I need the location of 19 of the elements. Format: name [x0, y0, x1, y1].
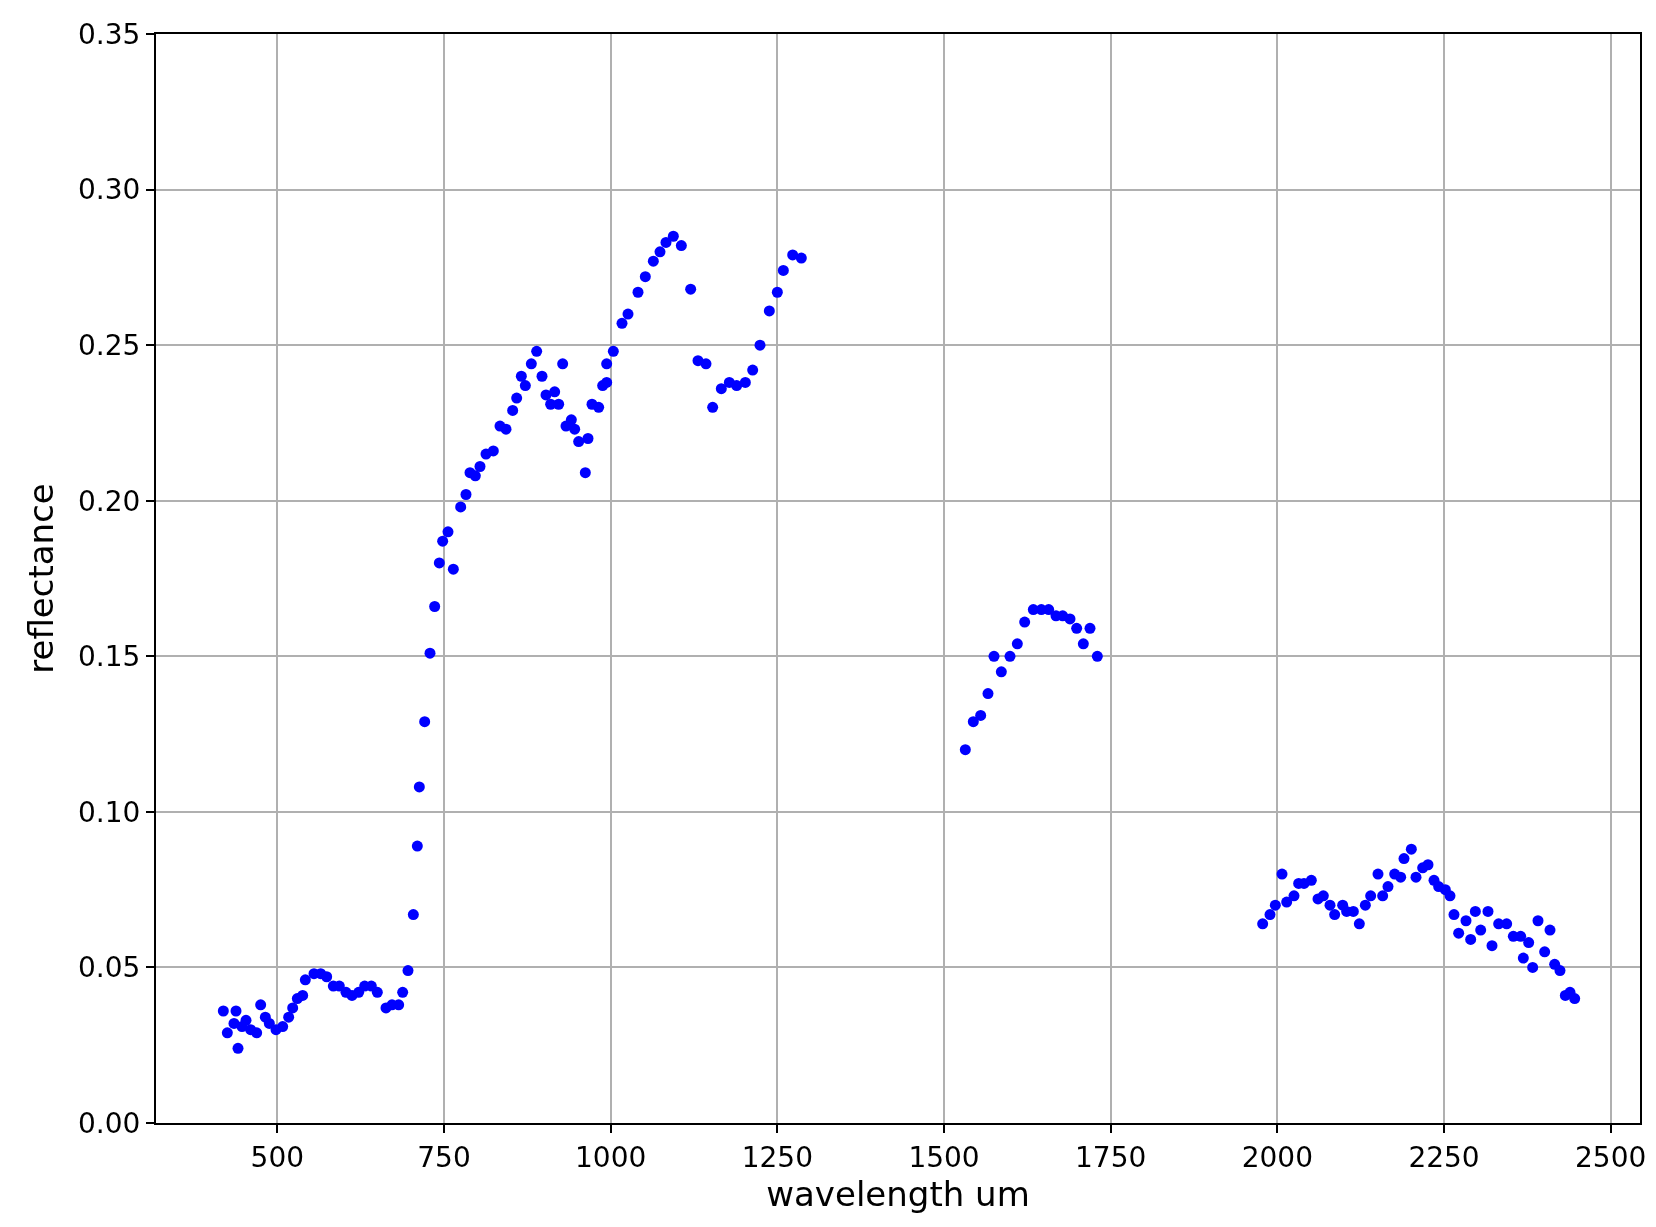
y-tick-label: 0.00	[78, 1106, 141, 1140]
x-tick-label: 2000	[1241, 1140, 1313, 1174]
x-tick-label: 2250	[1408, 1140, 1480, 1174]
y-tick-label: 0.25	[78, 328, 141, 362]
y-tick-label: 0.15	[78, 640, 141, 674]
y-tick-label: 0.20	[78, 484, 141, 518]
x-tick-label: 1750	[1075, 1140, 1147, 1174]
x-tick-label: 750	[417, 1140, 471, 1174]
x-tick-label: 1250	[741, 1140, 813, 1174]
y-tick-label: 0.35	[78, 17, 141, 51]
y-tick-label: 0.30	[78, 173, 141, 207]
y-axis-title: reflectance	[21, 483, 62, 674]
x-axis-title: wavelength um	[766, 1173, 1030, 1214]
x-tick-label: 500	[250, 1140, 305, 1174]
y-tick-label: 0.10	[78, 795, 141, 829]
x-tick-label: 1000	[575, 1140, 647, 1174]
x-tick-label: 1500	[908, 1140, 980, 1174]
y-tick-label: 0.05	[78, 951, 141, 985]
x-tick-label: 2500	[1575, 1140, 1647, 1174]
